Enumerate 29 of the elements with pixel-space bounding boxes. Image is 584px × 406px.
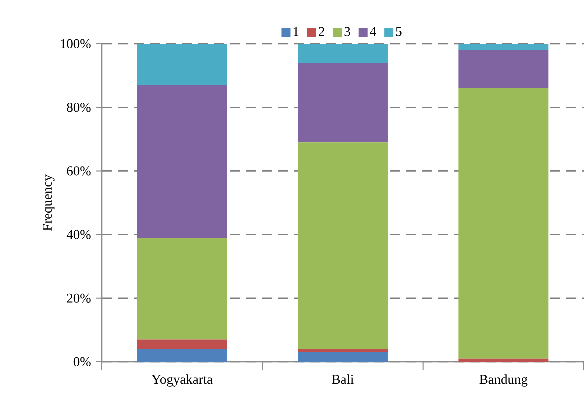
bar [298,352,388,362]
legend-label: 4 [370,27,376,36]
legend-label: 3 [344,27,350,36]
y-tick-label: 20% [67,294,91,303]
bar [298,142,388,350]
x-tick-label: Yogyakarta [152,374,213,387]
bar [298,349,388,352]
y-tick-label: 40% [66,230,91,240]
bar [137,349,228,362]
bar [458,358,549,362]
y-tick-label: 100% [61,39,91,49]
bar [298,63,388,143]
legend-label: 2 [319,27,324,36]
bar [458,88,549,359]
x-tick-label: Bandung [480,374,528,387]
y-axis-title: Frequency [43,174,55,231]
bar [137,340,228,350]
y-tick-label: 0% [74,357,91,367]
bar [458,44,549,50]
y-tick-label: 60% [67,166,91,176]
bar [458,50,549,89]
legend-label: 1 [294,27,299,36]
y-tick-label: 80% [67,103,91,112]
x-tick-label: Bali [332,374,354,384]
legend-label: 5 [396,27,402,36]
bar [137,85,228,238]
bar [137,238,228,340]
bar [298,44,388,64]
bar [137,44,228,86]
